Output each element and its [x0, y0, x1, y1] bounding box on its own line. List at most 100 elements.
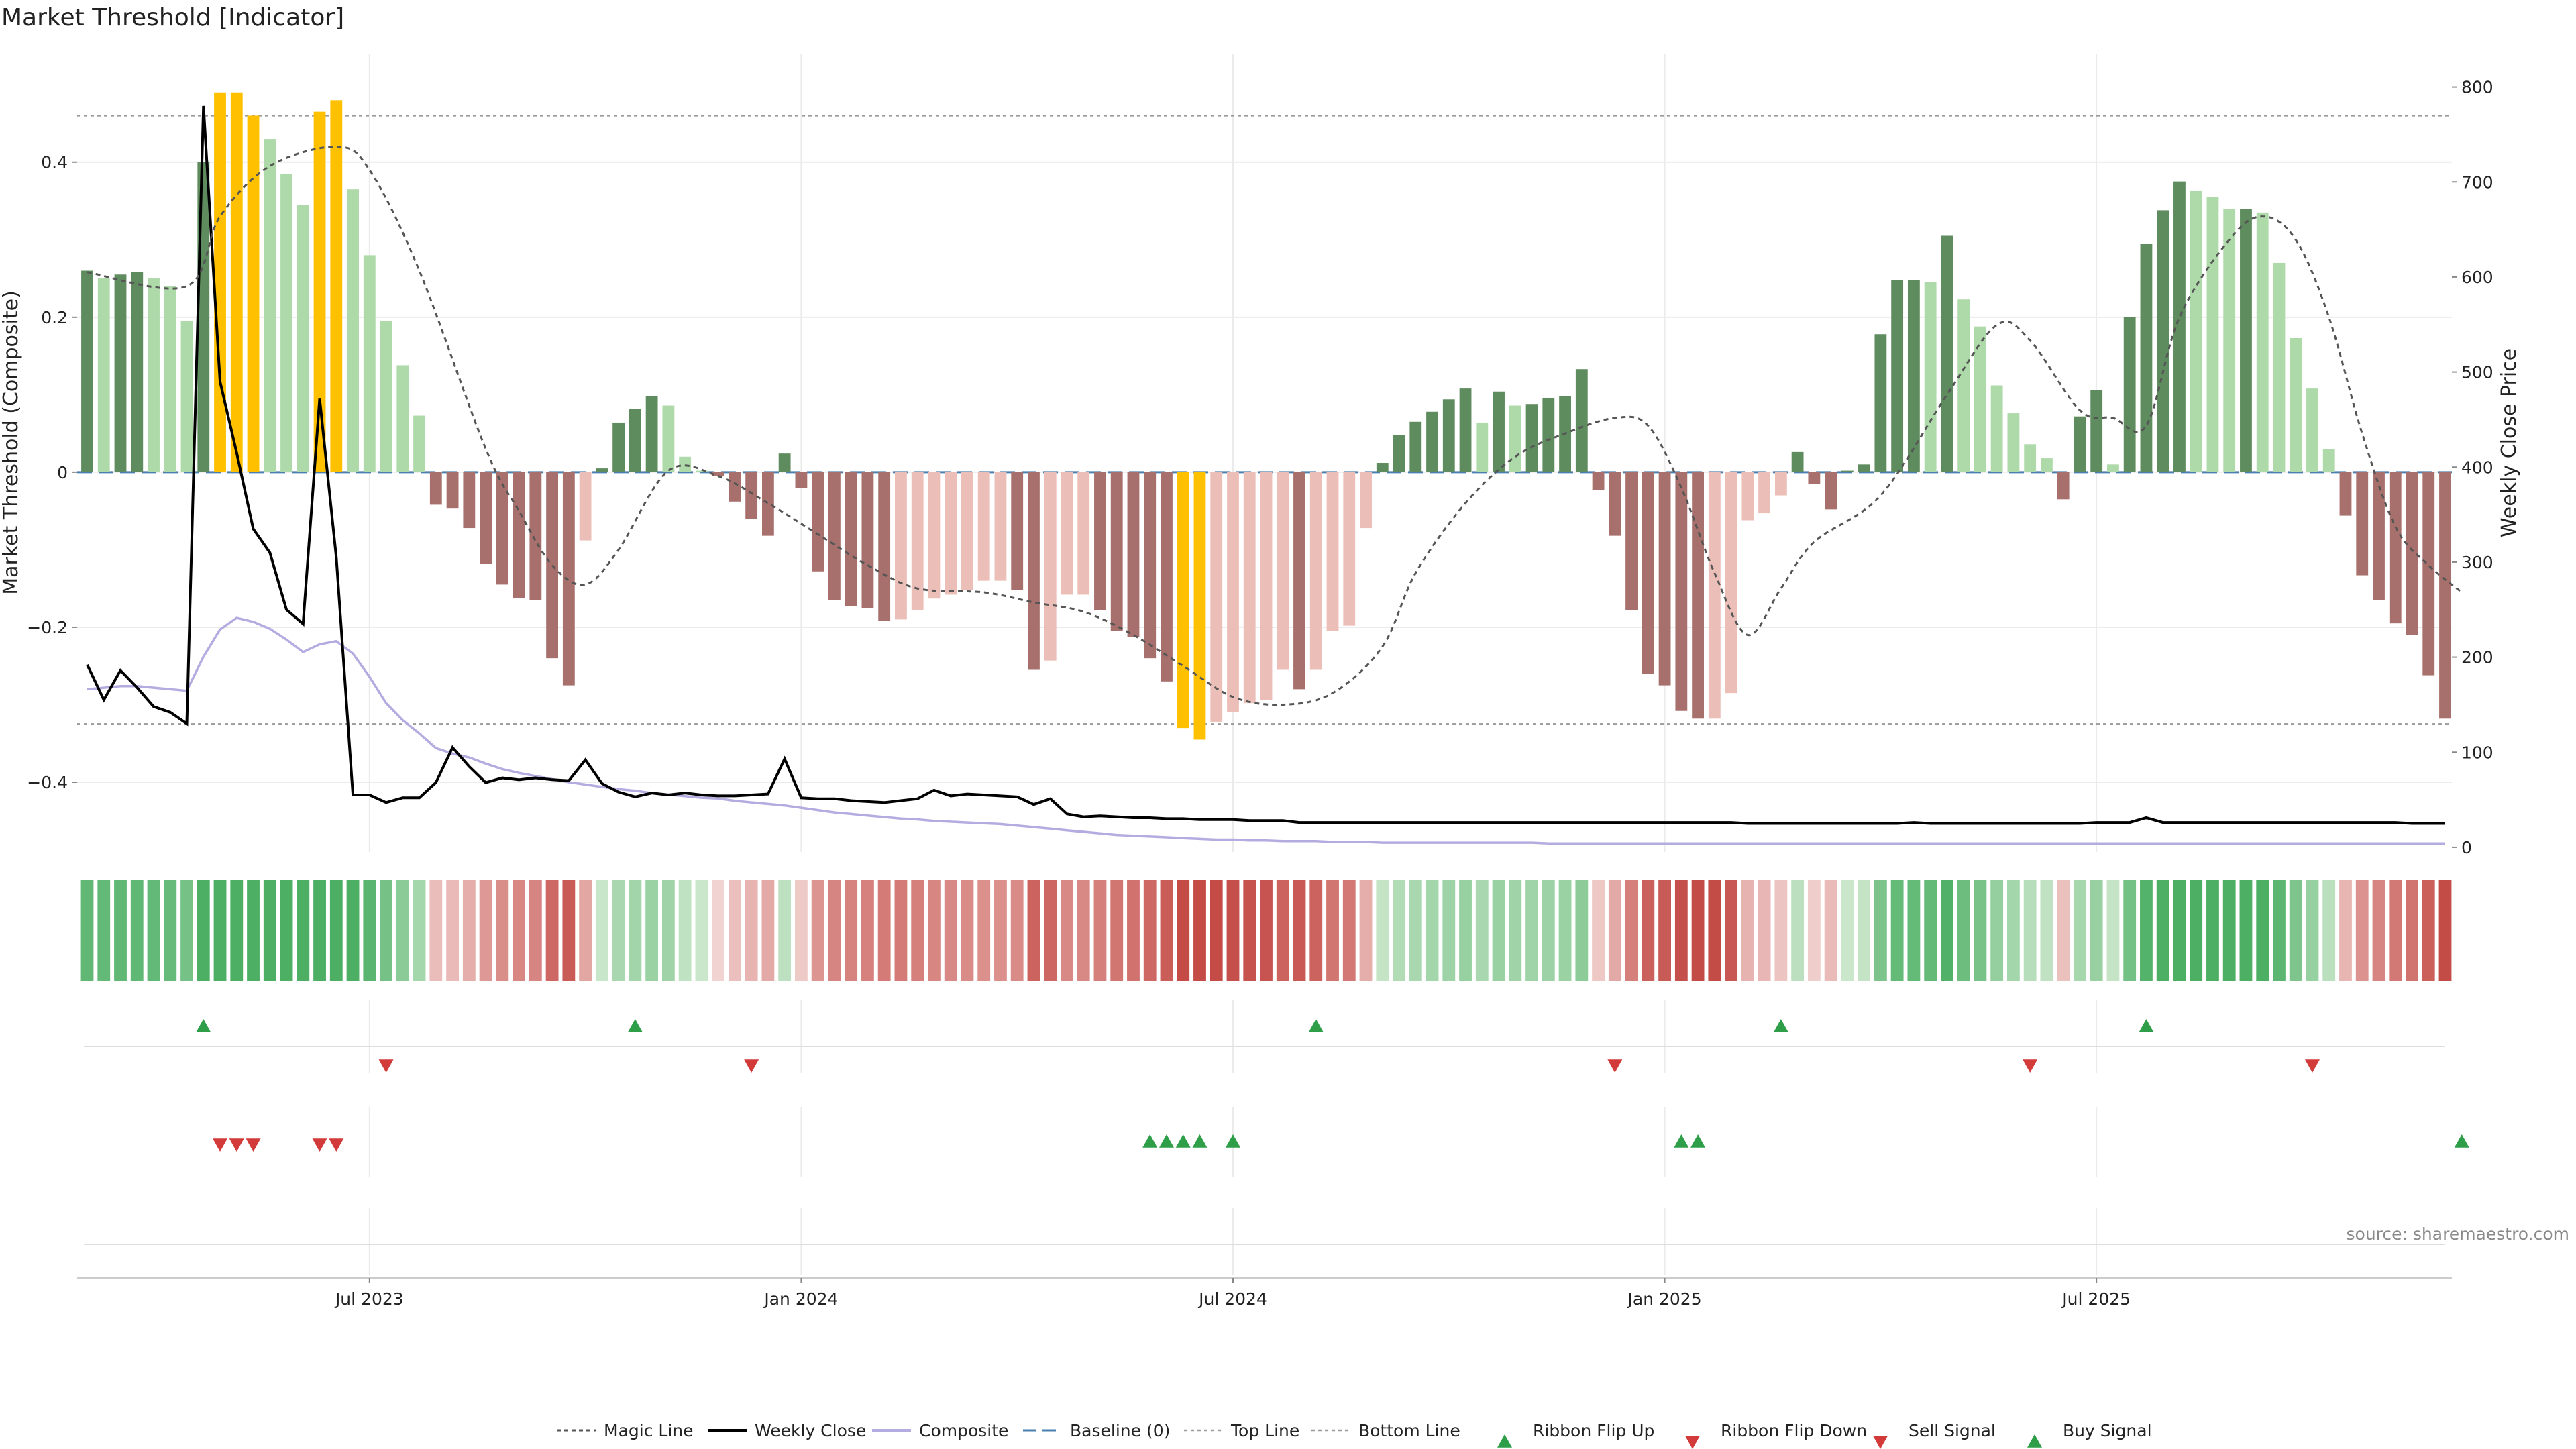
- composite-bar: [2322, 449, 2335, 472]
- ribbon-cell: [1509, 880, 1522, 981]
- composite-bar: [895, 472, 907, 620]
- ribbon-cell: [97, 880, 111, 981]
- sell-signal-marker: [246, 1138, 261, 1152]
- legend-swatch-flip-up: [1497, 1434, 1512, 1448]
- composite-bar: [1758, 472, 1771, 514]
- ytick-right-label: 200: [2461, 648, 2493, 667]
- ribbon-cell: [230, 880, 244, 981]
- composite-bar: [612, 422, 625, 472]
- composite-bar: [1426, 411, 1438, 472]
- composite-bar: [562, 472, 575, 686]
- ytick-left-label: −0.4: [27, 773, 68, 792]
- composite-bar: [2389, 472, 2402, 624]
- ribbon-cell: [363, 880, 376, 981]
- ytick-right-label: 500: [2461, 363, 2493, 382]
- composite-bar: [1227, 472, 1239, 713]
- ribbon-cell: [1492, 880, 1505, 981]
- ribbon-cell: [1409, 880, 1422, 981]
- signal-panels: [84, 1019, 2469, 1449]
- composite-bar: [2041, 458, 2053, 472]
- ribbon-cell: [712, 880, 725, 981]
- composite-bar: [280, 174, 292, 472]
- ribbon-cell: [1160, 880, 1173, 981]
- composite-bar: [148, 278, 160, 472]
- composite-bar: [2090, 390, 2103, 472]
- composite-bar: [2223, 209, 2236, 472]
- composite-bar: [1193, 472, 1206, 740]
- ribbon-flip-down-marker: [2023, 1059, 2038, 1073]
- ribbon-cell: [1093, 880, 1107, 981]
- ribbon-cell: [1658, 880, 1671, 981]
- weekly-close-line: [86, 105, 2445, 825]
- composite-bar: [845, 472, 857, 606]
- buy-signal-marker: [1142, 1134, 1158, 1148]
- ribbon-cell: [2389, 880, 2402, 981]
- ribbon-cell: [2339, 880, 2352, 981]
- ribbon-cell: [413, 880, 426, 981]
- ribbon-cell: [197, 880, 210, 981]
- ribbon-cell: [213, 880, 227, 981]
- ribbon-cell: [928, 880, 941, 981]
- ribbon-cell: [944, 880, 957, 981]
- ribbon-cell: [1326, 880, 1339, 981]
- legend-swatch-flip-down: [1685, 1436, 1700, 1449]
- ribbon-cell: [1858, 880, 1871, 981]
- ribbon-cell: [2007, 880, 2020, 981]
- ytick-left-label: 0.4: [41, 153, 68, 172]
- composite-bar: [1309, 472, 1322, 670]
- ribbon-cell: [1758, 880, 1771, 981]
- composite-bar: [164, 286, 176, 472]
- composite-bar: [1127, 472, 1140, 637]
- composite-bar: [1658, 472, 1671, 686]
- sell-signal-marker: [329, 1138, 344, 1152]
- composite-bar: [1110, 472, 1123, 631]
- composite-bar: [114, 274, 127, 472]
- ribbon-cell: [877, 880, 891, 981]
- composite-bar: [579, 472, 592, 541]
- ribbon-cell: [1940, 880, 1953, 981]
- ribbon-cell: [1393, 880, 1405, 981]
- ribbon-cell: [2422, 880, 2435, 981]
- ribbon-cell: [961, 880, 974, 981]
- buy-signal-marker: [1674, 1134, 1689, 1148]
- ribbon-cell: [645, 880, 659, 981]
- ribbon-cell: [1226, 880, 1240, 981]
- ribbon-flip-up-marker: [1773, 1019, 1788, 1032]
- composite-bar: [1675, 472, 1688, 711]
- buy-signal-marker: [2454, 1134, 2469, 1148]
- composite-bar: [1825, 472, 1837, 510]
- composite-bar: [131, 272, 144, 472]
- composite-bar: [2157, 210, 2169, 472]
- composite-bar: [1409, 421, 1422, 472]
- composite-bar: [1393, 435, 1405, 472]
- composite-bar: [496, 472, 508, 585]
- composite-bar: [264, 139, 276, 472]
- composite-bar: [463, 472, 476, 529]
- ribbon-cell: [180, 880, 193, 981]
- ribbon-cell: [562, 880, 576, 981]
- composite-bar: [695, 470, 708, 472]
- ribbon-flip-up-marker: [2139, 1019, 2154, 1032]
- composite-bar: [861, 472, 874, 608]
- composite-bar: [928, 472, 941, 599]
- ribbon-cell: [695, 880, 708, 981]
- ribbon-cell: [247, 880, 260, 981]
- ribbon-cell: [1077, 880, 1090, 981]
- ribbon-cell: [977, 880, 991, 981]
- composite-bar: [2140, 244, 2153, 472]
- ribbon-cell: [346, 880, 360, 981]
- composite-bar: [1360, 472, 1372, 529]
- ribbon-cell: [297, 880, 310, 981]
- composite-bar: [961, 472, 973, 590]
- ribbon-cell: [2222, 880, 2236, 981]
- composite-bar: [1044, 472, 1057, 661]
- composite-bar: [513, 472, 525, 598]
- ribbon-cell: [2289, 880, 2302, 981]
- ribbon-cell: [1359, 880, 1373, 981]
- composite-bar: [1858, 464, 1870, 472]
- ribbon-cell: [1592, 880, 1605, 981]
- composite-bar: [1326, 472, 1339, 631]
- ribbon-cell: [2239, 880, 2253, 981]
- ribbon-cell: [1293, 880, 1306, 981]
